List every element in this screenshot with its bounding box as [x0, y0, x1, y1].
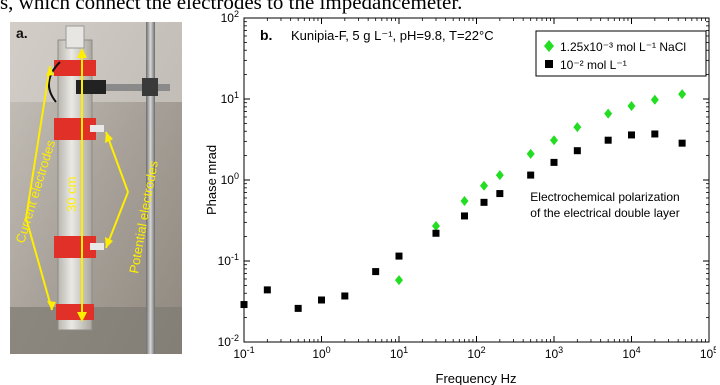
legend-marker-1e-2 — [545, 60, 553, 68]
nacl-data-point — [395, 275, 403, 286]
y-tick-label: 10-1 — [218, 252, 239, 268]
series-1e-2-data-point — [294, 304, 302, 312]
series-1e-2-data-point — [527, 171, 535, 179]
series-1e-2-data-point — [496, 190, 504, 198]
data-markers — [240, 89, 687, 312]
series-1e-2-data-point — [460, 212, 468, 220]
nacl-data-point — [678, 89, 687, 100]
series-1e-2-data-point — [318, 296, 325, 304]
nacl-data-point — [431, 221, 440, 232]
series-1e-2-data-point — [395, 252, 403, 260]
series-1e-2-data-point — [550, 158, 558, 166]
x-axis-label: Frequency Hz — [436, 371, 517, 385]
x-tick-label: 103 — [545, 345, 563, 361]
length-label: 30 cm — [64, 177, 79, 212]
nacl-data-point — [480, 180, 489, 191]
legend: 1.25x10⁻³ mol L⁻¹ NaCl 10⁻² mol L⁻¹ — [535, 30, 707, 77]
y-tick-label: 101 — [221, 90, 239, 106]
x-tick-label: 105 — [700, 345, 716, 361]
nacl-data-point — [627, 100, 636, 111]
legend-label-1e-2: 10⁻² mol L⁻¹ — [560, 58, 627, 72]
series-1e-2-data-point — [604, 136, 612, 144]
series-1e-2-data-point — [678, 139, 686, 147]
legend-box — [535, 30, 707, 77]
series-1e-2-data-point — [341, 292, 349, 300]
series-1e-2-data-point — [263, 286, 271, 294]
phase-frequency-chart: 10-1 100 101 102 103 104 10510-210-1100101102 … — [204, 9, 716, 385]
caption-fragment: s, which connect the electrodes to the i… — [0, 0, 463, 14]
x-tick-label: 100 — [312, 345, 330, 361]
x-tick-label: 102 — [467, 345, 485, 361]
y-axis-label: Phase mrad — [204, 145, 219, 215]
series-1e-2-data-point — [628, 131, 635, 139]
legend-marker-nacl — [544, 40, 554, 52]
panel-b-label: b. — [260, 27, 272, 43]
series-1e-2-data-point — [240, 301, 248, 309]
nacl-data-point — [550, 135, 558, 146]
panel-a-label: a. — [16, 25, 28, 41]
nacl-data-point — [460, 196, 469, 207]
nacl-data-point — [650, 94, 659, 105]
nacl-data-point — [604, 108, 613, 119]
legend-label-nacl: 1.25x10⁻³ mol L⁻¹ NaCl — [560, 40, 686, 54]
series-1e-2-data-point — [432, 229, 440, 237]
annotation-line-1: Electrochemical polarization — [530, 190, 679, 204]
series-1e-2-data-point — [480, 198, 488, 206]
chart-title: Kunipia-F, 5 g L⁻¹, pH=9.8, T=22°C — [291, 28, 494, 43]
x-tick-label: 104 — [622, 345, 640, 361]
nacl-data-point — [526, 148, 535, 159]
x-tick-label: 10-1 — [233, 345, 254, 361]
series-1e-2-data-point — [573, 147, 581, 155]
column-photo: a. Current electrodes 30 cm Potential el… — [10, 22, 182, 354]
nacl-data-point — [495, 170, 504, 181]
y-tick-label: 100 — [221, 171, 239, 187]
series-1e-2-data-point — [651, 130, 659, 138]
series-1e-2-data-point — [372, 268, 380, 276]
nacl-data-point — [573, 122, 582, 133]
y-tick-label: 102 — [221, 9, 239, 25]
annotation-line-2: of the electrical double layer — [530, 206, 679, 220]
x-tick-label: 101 — [390, 345, 408, 361]
